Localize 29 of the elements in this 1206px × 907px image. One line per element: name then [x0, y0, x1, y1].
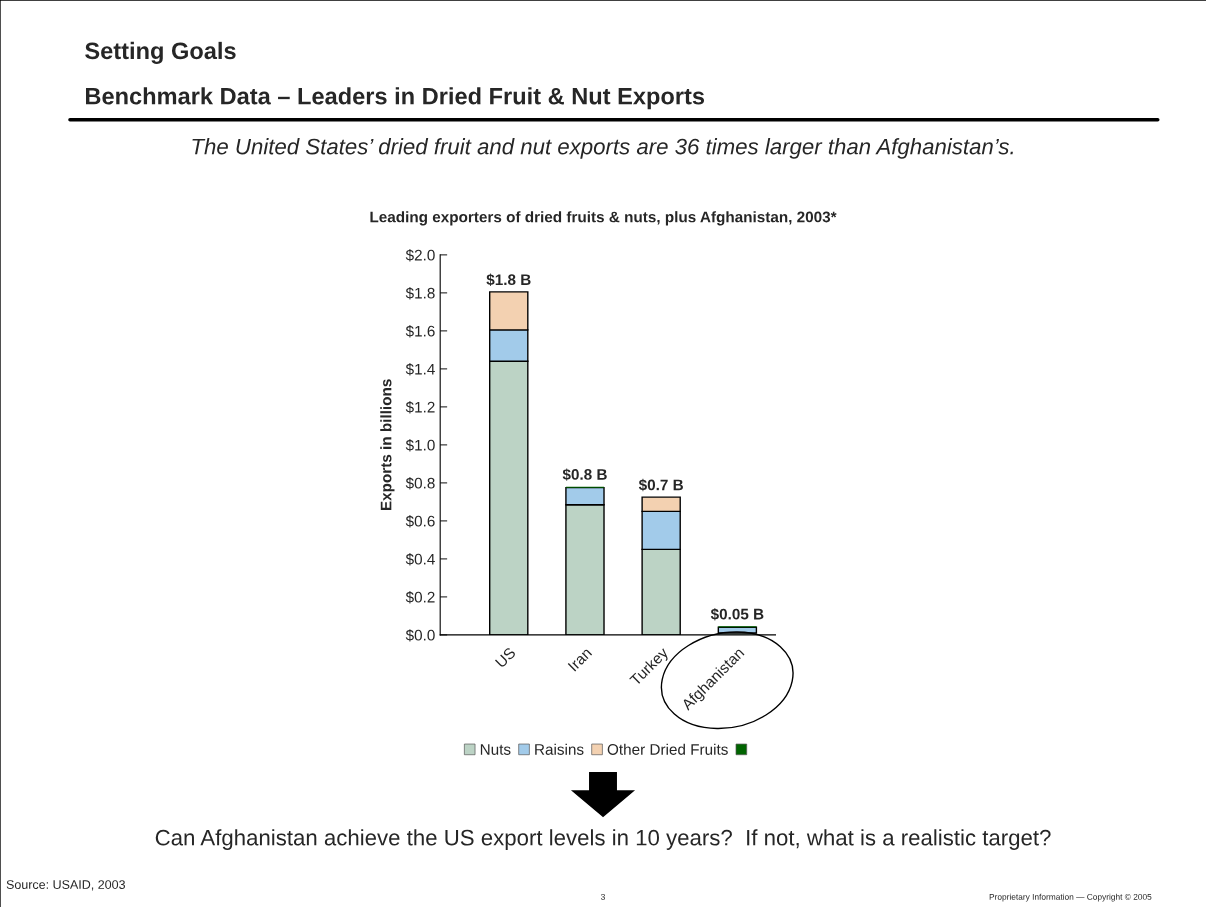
y-tick-label: $1.8 [405, 287, 435, 300]
y-tick-label: $0.2 [405, 591, 435, 604]
total-label: $0.05 B [710, 608, 764, 621]
legend-label: Nuts [480, 744, 511, 755]
y-tick-label: $1.4 [405, 363, 435, 376]
y-axis-title: Exports in billions [380, 379, 395, 511]
chart-subtitle: Benchmark Data – Leaders in Dried Fruit & Nut Exports [86, 87, 705, 110]
source-note: Source: USAID, 2003 [6, 880, 125, 891]
text: Can Afghanistan achieve the US export levels in 10 years? If not, what is a realistic target? [155, 829, 1051, 850]
text: Leading exporters of dried fruits & nuts, plus Afghanistan, 2003* [370, 211, 837, 226]
text: 3 [601, 893, 605, 900]
legend-label: Other Dried Fruits [607, 743, 728, 755]
text: The United States’ dried fruit and nut exports are 36 times larger than Afghanistan’s. [192, 138, 1013, 159]
y-tick-label: $1.0 [405, 439, 435, 452]
y-tick-label: $0.6 [405, 515, 435, 528]
total-label: $0.7 B [638, 478, 683, 492]
y-tick-label: $0.4 [405, 553, 435, 566]
total-label: $0.8 B [562, 468, 607, 481]
legend-label: Raisins [535, 743, 584, 755]
y-tick-label: $2.0 [405, 249, 435, 262]
y-tick-label: $0.0 [405, 629, 435, 642]
y-tick-label: $1.6 [405, 325, 435, 338]
text: Setting Goals [85, 41, 236, 64]
total-label: $1.8 B [486, 273, 531, 287]
x-tick-label: US [494, 646, 517, 669]
y-tick-label: $1.2 [405, 401, 435, 414]
text: Proprietary Information — Copyright © 2005 [989, 893, 1152, 902]
x-tick-label: Iran [567, 647, 593, 672]
y-tick-label: $0.8 [405, 477, 435, 490]
